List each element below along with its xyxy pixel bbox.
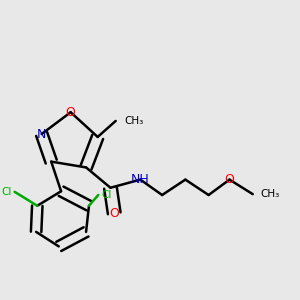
Text: NH: NH — [131, 173, 150, 186]
Text: CH₃: CH₃ — [260, 189, 279, 199]
Text: N: N — [37, 128, 46, 140]
Text: O: O — [225, 173, 234, 186]
Text: Cl: Cl — [101, 190, 112, 200]
Text: O: O — [66, 106, 76, 119]
Text: O: O — [109, 207, 119, 220]
Text: CH₃: CH₃ — [124, 116, 144, 126]
Text: Cl: Cl — [2, 187, 12, 197]
